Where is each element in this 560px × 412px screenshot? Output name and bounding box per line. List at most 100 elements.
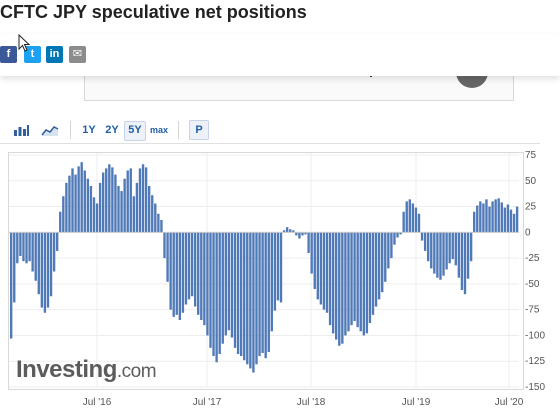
range-max-button[interactable]: max [149,125,168,135]
y-tick-label: -100 [525,330,545,341]
chart-bar [16,232,19,264]
chart-bar [307,232,310,253]
chart-bar [491,201,494,233]
chart-bar [117,185,120,233]
chart-bar [500,202,503,233]
y-tick-label: -50 [525,279,540,290]
chart-bar [144,167,148,233]
chart-bar [74,174,77,233]
chart-bar [230,232,234,338]
chart-bar [227,232,231,331]
chart-bar [506,204,510,233]
chart-bar [206,232,209,336]
chart-bar [10,232,13,339]
logo-text: Investing [16,356,117,383]
chart-bar [203,232,206,326]
chart-bar [295,232,298,236]
chart-bar [411,203,415,233]
chart-bar [46,232,50,308]
chart-bar [178,232,182,320]
bar-chart-icon[interactable] [12,122,30,138]
chart-bar [384,232,387,282]
chart-bar [101,172,105,233]
chart-bar [157,213,160,233]
chart-bar [427,232,430,262]
chart-bar [405,201,408,233]
twitter-share-button[interactable]: t [24,46,41,63]
logo-suffix: .com [116,361,157,382]
chart-bar [19,232,22,257]
chart-bar [236,232,240,354]
chart-bar [172,232,175,317]
share-bar: f t in ✉ [0,34,560,76]
chart-bar [129,168,132,233]
chart-bar [402,211,405,233]
chart-bar [114,174,117,233]
chart-bar [151,195,154,233]
area-chart-icon[interactable] [41,122,59,138]
chart-bar [111,167,114,233]
chart-bar [436,232,439,278]
investing-logo: Investing.com [16,356,157,384]
chart-bar [255,232,258,365]
email-share-button[interactable]: ✉ [69,46,86,63]
range-5y-button[interactable]: 5Y [124,121,146,141]
chart-bar [365,232,369,334]
chart-bar [393,232,396,245]
chart-bar [108,164,111,233]
chart-bar [344,232,347,336]
chart-bar [218,232,221,354]
print-button[interactable]: P [189,120,209,140]
chart-bar [374,232,378,307]
chart-bar [92,197,96,233]
chart-bar [353,232,356,322]
y-tick-label: 75 [525,150,537,161]
chart-bar [267,232,270,352]
chart-bar [212,232,215,357]
x-tick-label: Jul '18 [297,397,326,408]
chart-bar [479,201,482,233]
chart-bar [279,232,283,303]
chart-bar [224,232,228,336]
chart-bar [316,232,319,300]
chart-bar [460,232,464,291]
chart-bar [442,232,445,276]
chart-bar [154,203,157,233]
chart-bar [246,232,249,365]
chart-bar [350,232,353,326]
chart-bar [86,178,90,233]
x-tick-label: Jul '16 [83,397,112,408]
chart-bar [396,232,399,238]
chart-bar [476,205,479,233]
chart-bar [52,232,56,272]
chart-bar [68,175,71,233]
chart-bar [77,166,80,233]
chart-bar [390,232,393,259]
chart-bar [341,232,344,344]
chart-bar [328,232,332,326]
facebook-share-button[interactable]: f [0,46,17,63]
chart-bar [512,213,516,233]
chart-bar [509,209,513,233]
chart-bar [270,232,273,332]
range-2y-button[interactable]: 2Y [105,124,119,136]
chart-bar [285,227,289,233]
chart-bar [126,170,129,233]
chart-bar [190,232,194,297]
linkedin-share-button[interactable]: in [46,46,63,63]
chart-bar [252,232,255,373]
chart-bar [197,232,200,315]
chart-bar [160,219,163,233]
chart-bar [83,170,86,233]
chart-bar [163,232,166,259]
chart-bar [408,199,411,233]
chart-bar [414,207,418,233]
range-1y-button[interactable]: 1Y [82,124,96,136]
chart-bar [273,232,277,311]
chart-bar [371,232,375,315]
chart-bar [80,162,83,233]
chart-bar [331,232,335,334]
page-title: CFTC JPY speculative net positions [0,2,307,22]
chart-bar [34,232,37,281]
